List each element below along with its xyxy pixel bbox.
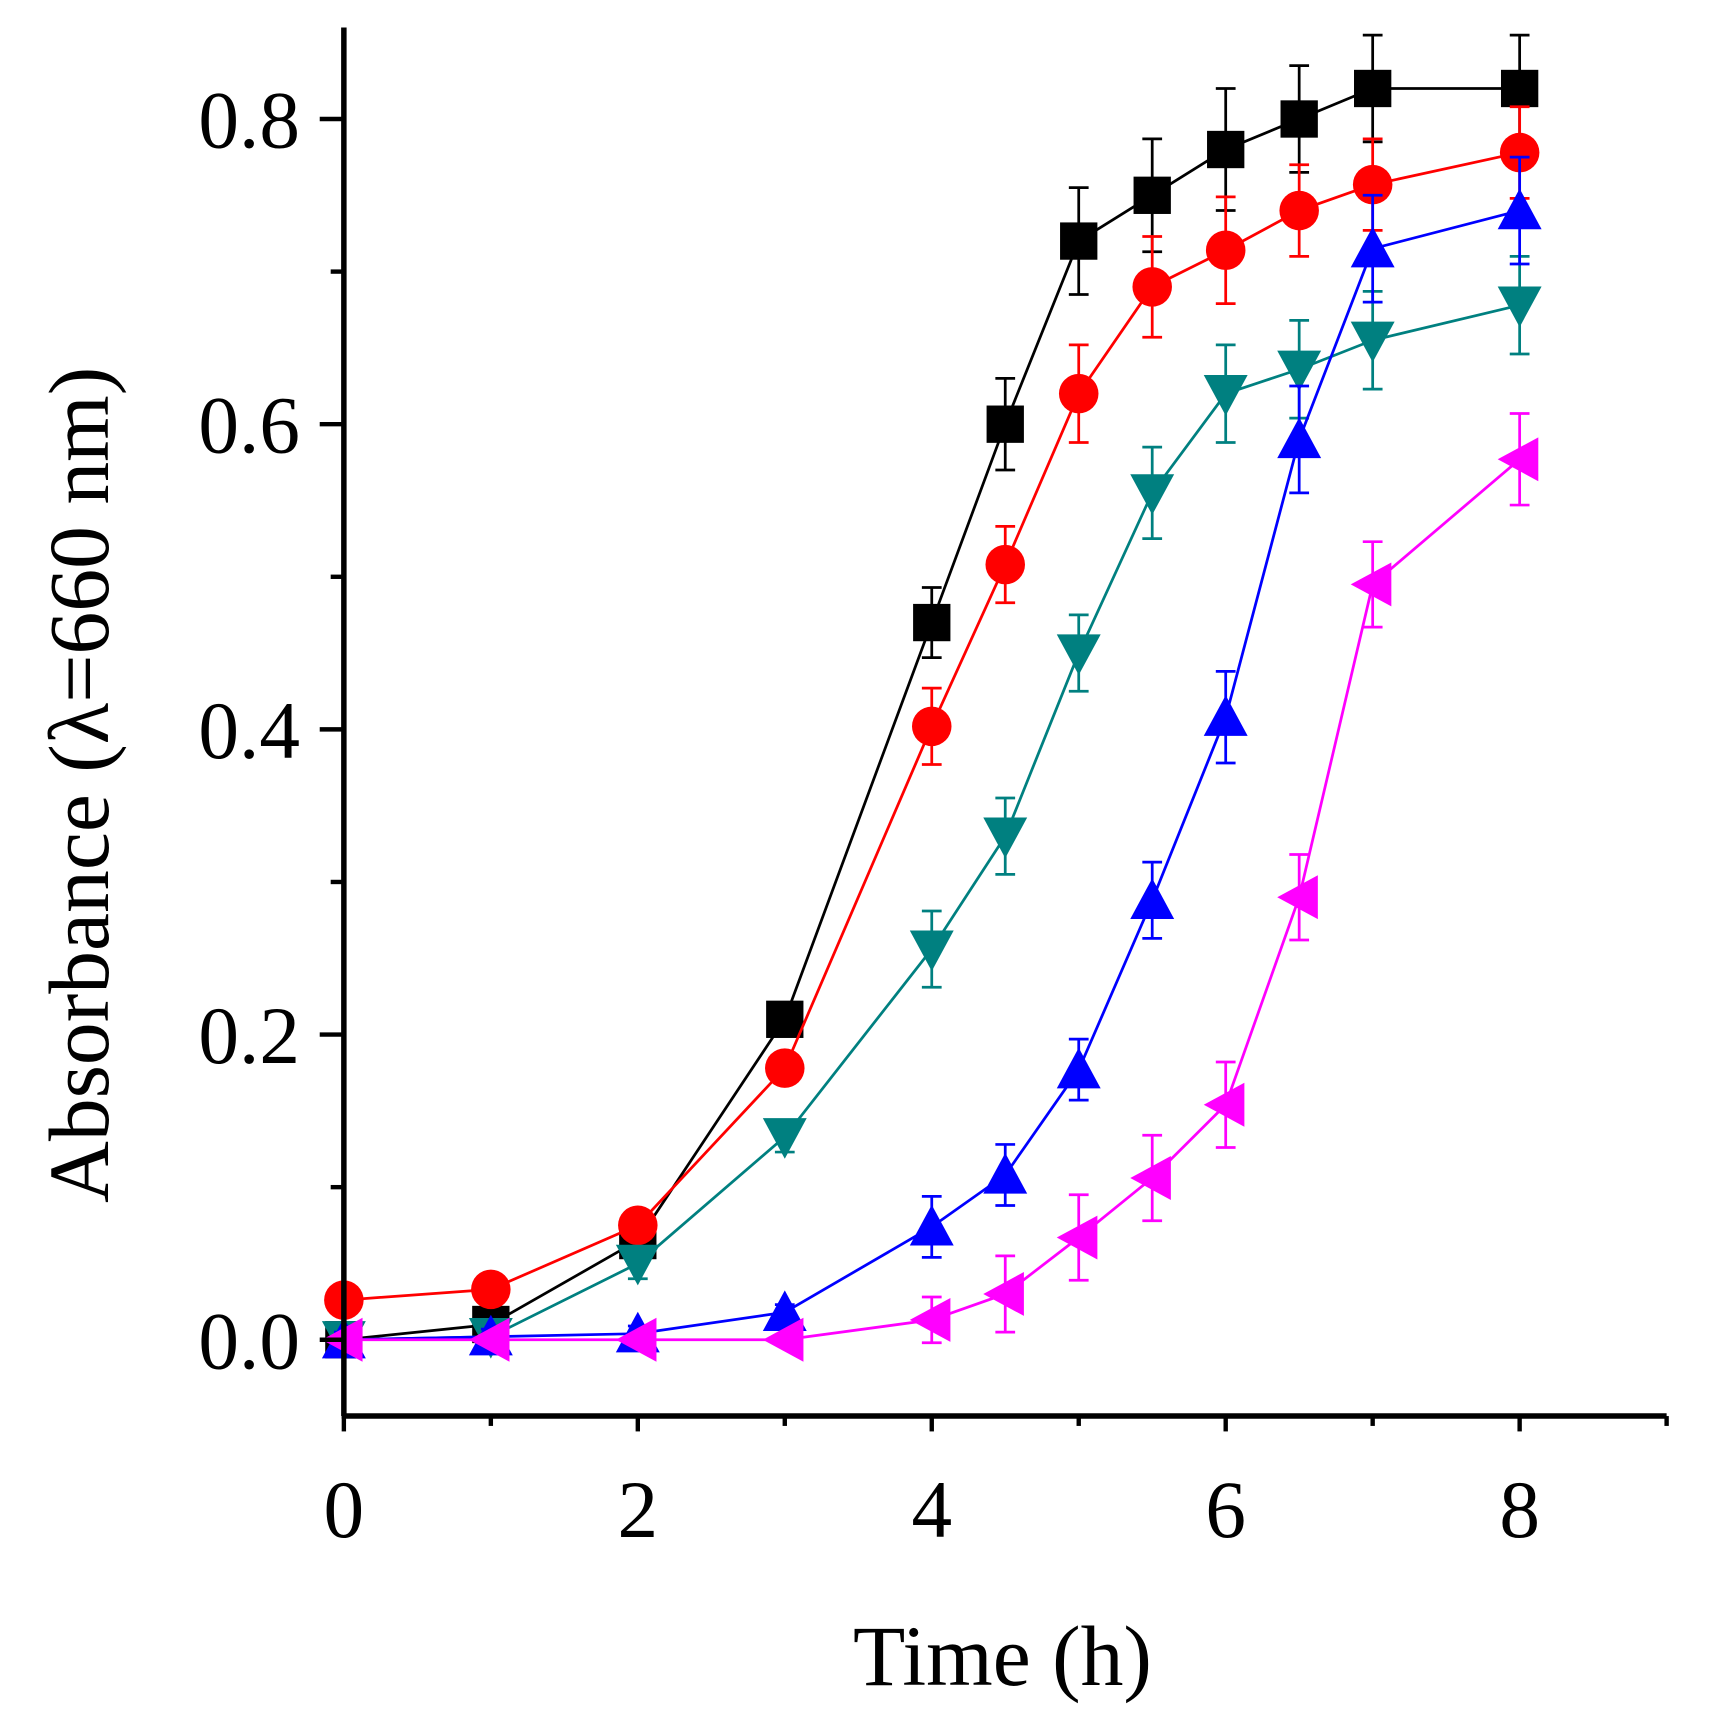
data-point-triangle-left bbox=[762, 1317, 804, 1362]
y-tick-label: 0.4 bbox=[198, 686, 300, 776]
data-point-circle bbox=[1132, 267, 1172, 307]
series-line bbox=[343, 458, 1521, 1342]
data-point-triangle-up bbox=[1130, 878, 1175, 919]
data-point-circle bbox=[1499, 132, 1540, 173]
data-point-circle bbox=[471, 1269, 511, 1310]
x-tick-label: 6 bbox=[1205, 1465, 1246, 1555]
axes: 0 2 4 6 8 0.0 0.2 0.4 0.6 0.8 bbox=[198, 27, 1669, 1555]
data-point-square bbox=[1060, 222, 1098, 260]
data-point-triangle-left bbox=[1203, 1082, 1245, 1127]
data-point-triangle-down bbox=[615, 1244, 660, 1286]
x-tick-label: 0 bbox=[324, 1465, 365, 1555]
data-point-triangle-left bbox=[983, 1272, 1024, 1316]
data-point-square bbox=[1207, 130, 1245, 169]
data-point-triangle-down bbox=[1056, 634, 1101, 676]
series-line bbox=[343, 209, 1520, 1342]
data-point-triangle-left bbox=[909, 1297, 951, 1342]
data-point-triangle-up bbox=[983, 1152, 1028, 1194]
data-point-square bbox=[986, 405, 1024, 443]
y-tick-label: 0.8 bbox=[198, 76, 300, 166]
data-point-circle bbox=[618, 1205, 658, 1246]
x-tick-label: 8 bbox=[1499, 1465, 1540, 1555]
series-magenta-left-triangles bbox=[321, 412, 1539, 1362]
y-tick-label: 0.2 bbox=[198, 991, 300, 1081]
data-point-square bbox=[1280, 100, 1318, 138]
data-point-triangle-up bbox=[1497, 188, 1542, 230]
data-point-triangle-left bbox=[468, 1317, 510, 1362]
data-point-triangle-up bbox=[909, 1204, 954, 1246]
data-point-triangle-down bbox=[762, 1118, 807, 1159]
y-tick-label: 0.0 bbox=[198, 1296, 300, 1386]
data-point-triangle-up bbox=[762, 1290, 807, 1331]
data-point-triangle-down bbox=[1203, 375, 1248, 416]
y-axis-label: Absorbance (λ=660 nm) bbox=[32, 367, 127, 1203]
data-point-triangle-left bbox=[1277, 875, 1318, 920]
data-point-circle bbox=[1205, 230, 1246, 270]
data-point-triangle-down bbox=[909, 930, 954, 972]
y-tick-label: 0.6 bbox=[198, 381, 300, 471]
data-point-triangle-up bbox=[1350, 226, 1395, 268]
data-point-triangle-left bbox=[615, 1317, 657, 1362]
plot-area bbox=[321, 33, 1542, 1362]
data-point-triangle-down bbox=[1130, 474, 1175, 515]
data-point-triangle-down bbox=[1497, 286, 1542, 328]
data-point-circle bbox=[1058, 373, 1099, 414]
data-point-square bbox=[1354, 69, 1392, 108]
data-point-triangle-up bbox=[1056, 1047, 1101, 1089]
data-point-triangle-left bbox=[1056, 1215, 1098, 1260]
data-point-triangle-down bbox=[1350, 321, 1395, 363]
data-point-triangle-up bbox=[1203, 695, 1248, 736]
data-point-circle bbox=[765, 1048, 805, 1088]
data-point-circle bbox=[1279, 190, 1319, 231]
data-point-square bbox=[1133, 176, 1171, 214]
x-tick-label: 4 bbox=[911, 1465, 952, 1555]
data-point-triangle-up bbox=[1277, 417, 1322, 459]
data-point-triangle-left bbox=[1350, 562, 1392, 607]
x-axis-label: Time (h) bbox=[853, 1609, 1152, 1704]
data-point-triangle-left bbox=[1497, 437, 1539, 482]
data-point-circle bbox=[911, 706, 952, 747]
data-point-square bbox=[1500, 69, 1539, 108]
data-point-square bbox=[766, 1000, 804, 1038]
x-tick-label: 2 bbox=[618, 1465, 659, 1555]
data-point-square bbox=[913, 603, 951, 642]
data-point-triangle-down bbox=[1277, 350, 1322, 392]
data-point-circle bbox=[985, 544, 1025, 585]
data-point-triangle-down bbox=[983, 817, 1028, 859]
series-line bbox=[343, 303, 1520, 1342]
data-point-triangle-left bbox=[1130, 1156, 1171, 1200]
